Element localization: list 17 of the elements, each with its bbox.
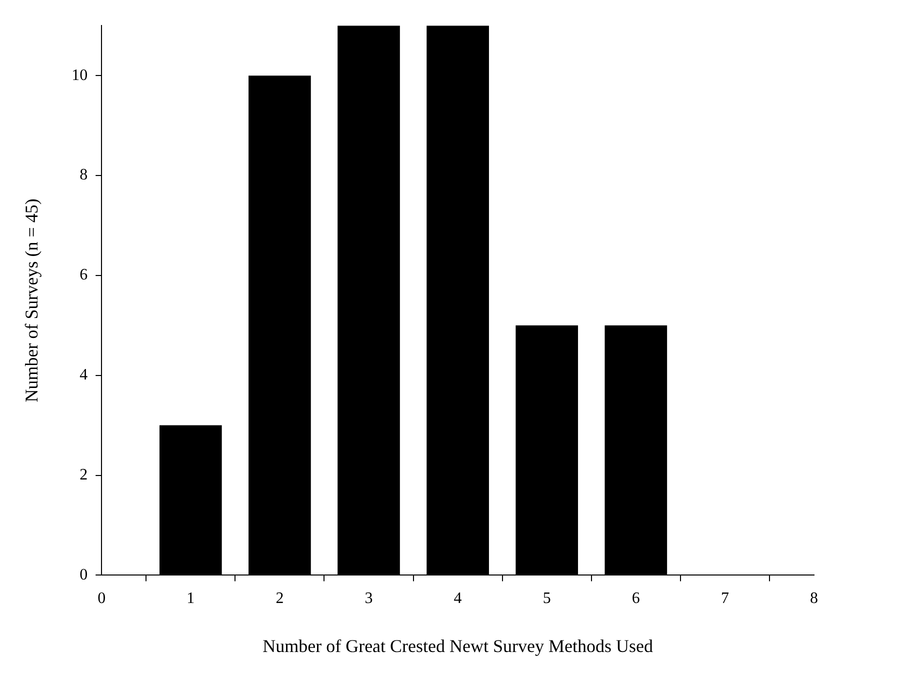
- y-tick-label: 10: [72, 66, 88, 84]
- y-tick-label: 8: [80, 166, 88, 184]
- x-tick-label: 8: [810, 590, 818, 608]
- x-tick-label: 2: [276, 590, 284, 608]
- y-axis-title: Number of Surveys (n = 45): [22, 198, 42, 402]
- x-axis-title: Number of Great Crested Newt Survey Methods Used: [262, 636, 654, 656]
- y-tick-label: 6: [80, 266, 88, 284]
- x-tick-label: 5: [542, 590, 551, 608]
- x-tick-label: 7: [720, 590, 729, 608]
- y-tick-label: 0: [80, 566, 88, 584]
- x-tick-label: 3: [364, 590, 373, 608]
- x-tick-label: 1: [186, 590, 195, 608]
- x-tick-label: 6: [632, 590, 640, 608]
- y-tick-label: 4: [80, 366, 88, 384]
- x-tick-label: 4: [454, 590, 462, 608]
- x-tick-label: 0: [98, 590, 106, 608]
- y-tick-label: 2: [80, 466, 88, 484]
